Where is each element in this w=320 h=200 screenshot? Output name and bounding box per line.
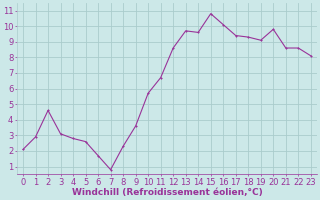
X-axis label: Windchill (Refroidissement éolien,°C): Windchill (Refroidissement éolien,°C) — [72, 188, 262, 197]
